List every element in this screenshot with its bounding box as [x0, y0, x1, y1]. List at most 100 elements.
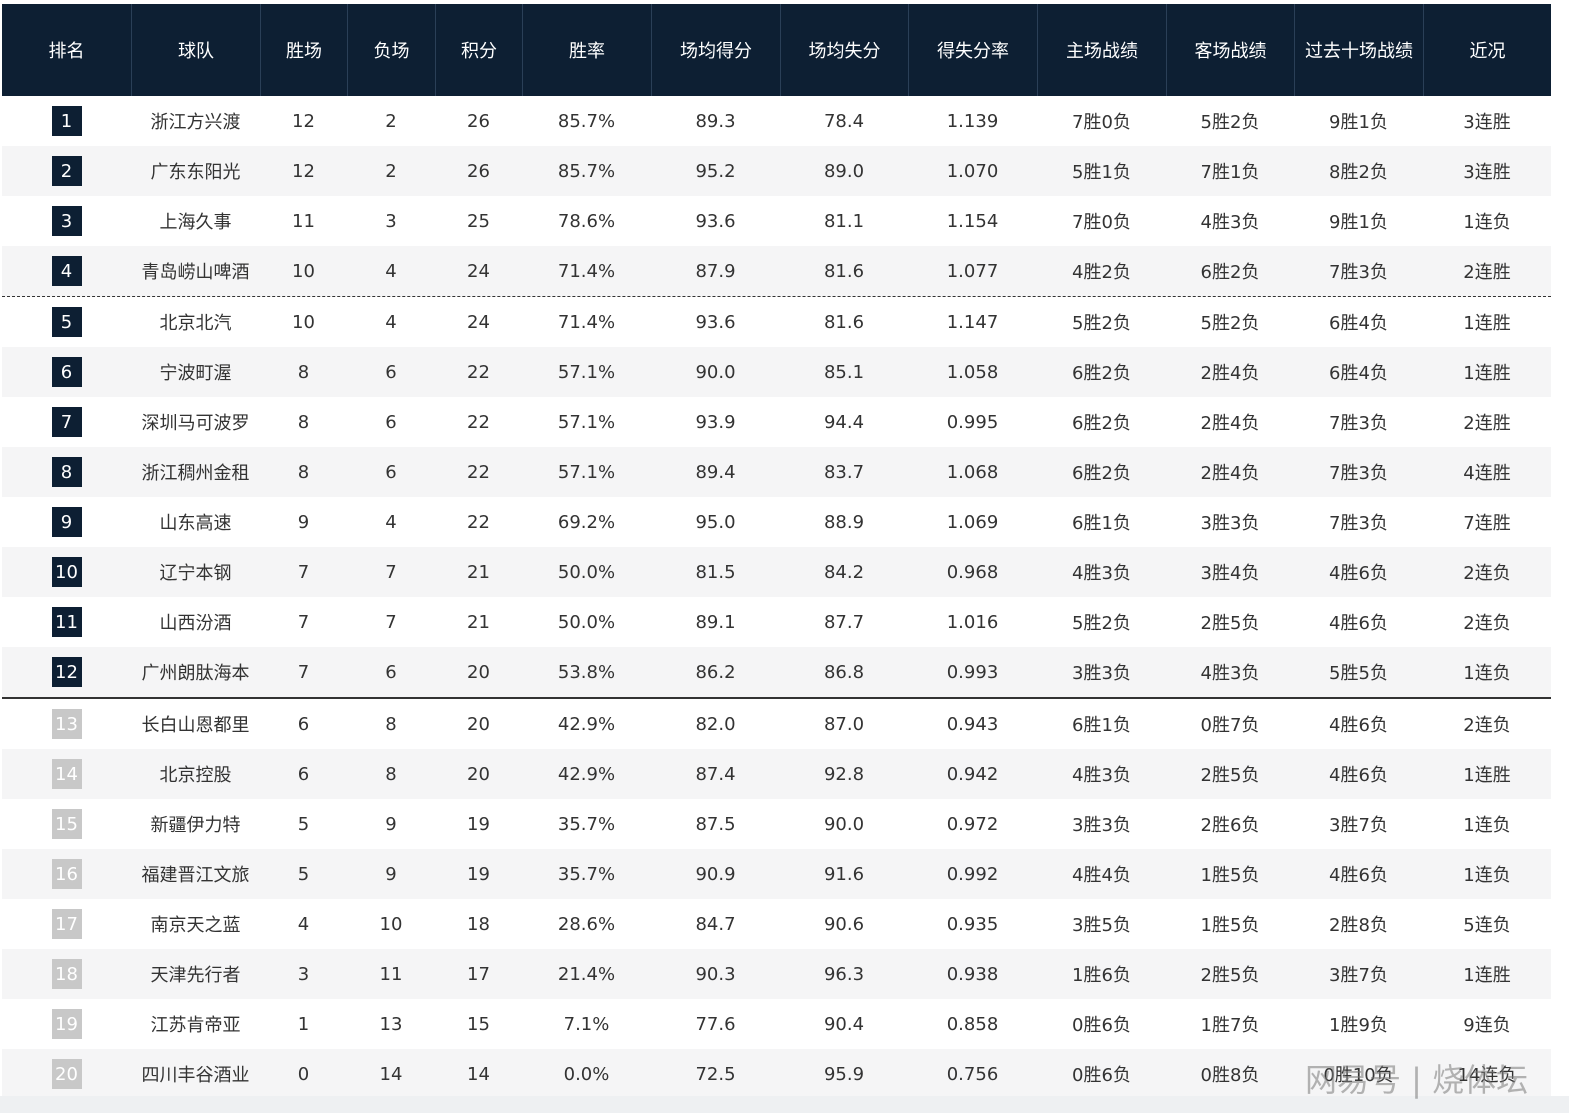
table-cell: 21 — [467, 611, 490, 633]
table-cell: 2连胜 — [1463, 262, 1511, 283]
table-cell: 53.8% — [557, 661, 616, 683]
rank-badge: 16 — [51, 859, 82, 889]
table-cell: 14 — [379, 1063, 403, 1085]
table-cell: 5胜2负 — [1072, 313, 1131, 334]
table-cell: 0.968 — [946, 561, 999, 583]
table-cell: 13 — [379, 1013, 403, 1035]
table-cell: 71.4% — [557, 311, 616, 333]
table-cell: 6胜2负 — [1072, 363, 1131, 384]
table-cell: 4 — [385, 311, 397, 333]
table-row: 11 山西汾酒 7 7 21 50.0% 89.1 87.7 1.016 5胜2负 2胜5负 4胜6负… — [2, 597, 1551, 647]
table-cell: 广州朗肽海本 — [141, 663, 250, 684]
table-row: 1 浙江方兴渡 12 2 26 85.7% 89.3 78.4 1.139 7胜0负 5胜2负 9胜1… — [2, 96, 1551, 146]
table-cell: 42.9% — [557, 713, 616, 735]
rank-badge: 19 — [51, 1009, 82, 1039]
table-cell: 3连胜 — [1463, 112, 1511, 133]
table-cell: 20 — [467, 763, 490, 785]
table-cell: 1连胜 — [1463, 363, 1511, 384]
table-cell: 57.1% — [557, 411, 616, 433]
table-cell: 4胜6负 — [1329, 563, 1388, 584]
table-cell: 福建晋江文旅 — [141, 865, 250, 886]
table-cell: 12 — [292, 160, 315, 182]
table-row: 8 浙江稠州金租 8 6 22 57.1% 89.4 83.7 1.068 6胜2负 2胜4负 7胜3… — [2, 447, 1551, 497]
table-cell: 青岛崂山啤酒 — [141, 262, 250, 283]
table-cell: 95.2 — [695, 160, 736, 182]
table-row: 12 广州朗肽海本 7 6 20 53.8% 86.2 86.8 0.993 3胜3负 4胜3负 5胜… — [2, 647, 1551, 699]
table-cell: 4胜6负 — [1329, 613, 1388, 634]
watermark: 网易号 | 烧体坛 — [1305, 1061, 1529, 1099]
table-row: 9 山东高速 9 4 22 69.2% 95.0 88.9 1.069 6胜1负 3胜3负 7胜3负 7… — [2, 497, 1551, 547]
table-row: 5 北京北汽 10 4 24 71.4% 93.6 81.6 1.147 5胜2负 5胜2负 6胜4负… — [2, 297, 1551, 347]
rank-badge: 5 — [51, 307, 82, 337]
table-cell: 14连负 — [1457, 1065, 1517, 1086]
table-cell: 21 — [467, 561, 490, 583]
table-cell: 3胜3负 — [1072, 815, 1131, 836]
table-cell: 8 — [297, 361, 310, 383]
table-cell: 3胜4负 — [1200, 563, 1260, 584]
table-cell: 2胜4负 — [1200, 363, 1260, 384]
rank-badge: 1 — [51, 106, 82, 136]
table-cell: 85.7% — [557, 110, 616, 132]
table-cell: 9连负 — [1463, 1015, 1511, 1036]
table-cell: 87.0 — [823, 713, 865, 735]
table-cell: 0.992 — [946, 863, 999, 885]
table-cell: 山西汾酒 — [159, 613, 232, 634]
table-cell: 0胜6负 — [1072, 1015, 1131, 1036]
table-row: 10 辽宁本钢 7 7 21 50.0% 81.5 84.2 0.968 4胜3负 3胜4负 4胜6负… — [2, 547, 1551, 597]
table-cell: 24 — [467, 311, 490, 333]
rank-badge: 18 — [51, 959, 82, 989]
rank-badge: 8 — [51, 457, 82, 487]
table-row: 15 新疆伊力特 5 9 19 35.7% 87.5 90.0 0.972 3胜3负 2胜6负 3胜7… — [2, 799, 1551, 849]
table-cell: 72.5 — [695, 1063, 736, 1085]
table-cell: 1.147 — [946, 311, 999, 333]
table-cell: 26 — [467, 110, 490, 132]
header-cell: 积分 — [435, 4, 522, 96]
table-cell: 95.0 — [695, 511, 736, 533]
table-cell: 10 — [2, 547, 131, 597]
table-cell: 20 — [467, 661, 490, 683]
table-cell: 89.4 — [695, 461, 736, 483]
table-row: 4 青岛崂山啤酒 10 4 24 71.4% 87.9 81.6 1.077 4胜2负 6胜2负 7胜… — [2, 246, 1551, 297]
table-cell: 2 — [2, 146, 131, 196]
table-cell: 0.972 — [946, 813, 999, 835]
table-cell: 88.9 — [823, 511, 865, 533]
table-cell: 2连负 — [1463, 613, 1511, 634]
table-cell: 11 — [292, 210, 315, 232]
table-cell: 长白山恩都里 — [141, 715, 250, 736]
table-row: 19 江苏肯帝亚 1 13 15 7.1% 77.6 90.4 0.858 0胜6负 1胜7负 1胜9… — [2, 999, 1551, 1049]
table-cell: 1胜5负 — [1200, 865, 1260, 886]
table-cell: 四川丰谷酒业 — [141, 1065, 250, 1086]
table-cell: 1胜7负 — [1200, 1015, 1260, 1036]
table-cell: 91.6 — [823, 863, 865, 885]
table-cell: 5胜2负 — [1200, 313, 1260, 334]
table-cell: 9 — [2, 497, 131, 547]
table-cell: 69.2% — [557, 511, 616, 533]
rank-badge: 4 — [51, 256, 82, 286]
table-row: 13 长白山恩都里 6 8 20 42.9% 82.0 87.0 0.943 6胜1负 0胜7负 4胜… — [2, 699, 1551, 749]
table-cell: 19 — [467, 863, 490, 885]
table-cell: 8 — [297, 411, 310, 433]
table-cell: 4胜3负 — [1072, 765, 1131, 786]
table-cell: 90.9 — [695, 863, 736, 885]
table-cell: 87.4 — [695, 763, 736, 785]
table-row: 3 上海久事 11 3 25 78.6% 93.6 81.1 1.154 7胜0负 4胜3负 9胜1负… — [2, 196, 1551, 246]
table-cell: 广东东阳光 — [150, 162, 241, 183]
table-cell: 北京控股 — [159, 765, 232, 786]
table-cell: 4 — [297, 913, 310, 935]
table-cell: 9 — [297, 511, 310, 533]
table-cell: 0 — [297, 1063, 310, 1085]
table-cell: 90.6 — [823, 913, 865, 935]
table-cell: 25 — [467, 210, 490, 232]
table-cell: 7胜0负 — [1072, 112, 1131, 133]
table-cell: 90.4 — [823, 1013, 865, 1035]
table-cell: 10 — [292, 260, 315, 282]
table-cell: 3胜3负 — [1072, 663, 1131, 684]
table-cell: 2胜8负 — [1329, 915, 1388, 936]
table-cell: 5胜2负 — [1200, 112, 1260, 133]
header-cell: 得失分率 — [908, 4, 1037, 96]
rank-badge: 2 — [51, 156, 82, 186]
table-cell: 4胜4负 — [1072, 865, 1131, 886]
table-cell: 6 — [385, 661, 397, 683]
table-cell: 1.016 — [946, 611, 999, 633]
table-cell: 81.6 — [823, 260, 865, 282]
